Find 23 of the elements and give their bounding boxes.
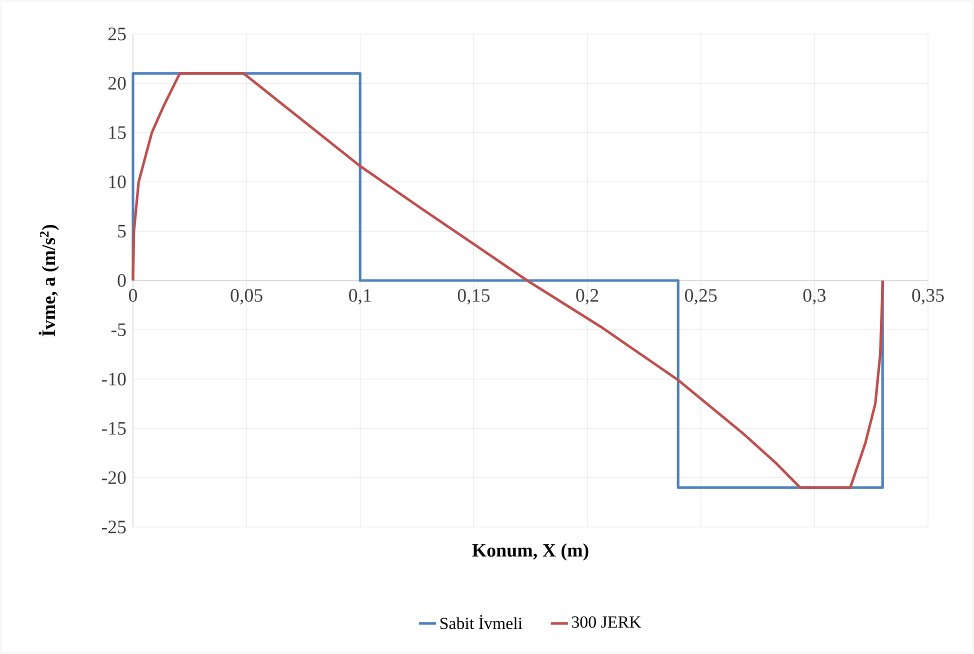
y-tick-label: 25 [108, 28, 126, 40]
x-tick-label: 0 [128, 289, 137, 302]
y-tick-label: -10 [102, 372, 126, 386]
x-tick-label: 0,3 [803, 289, 826, 304]
x-axis-title: Konum, X (m) [472, 543, 588, 561]
y-axis-title: İvme, a (m/s$^{2}$) [38, 224, 59, 336]
x-tick-label: 0,15 [458, 289, 490, 304]
legend-label: Sabit İvmeli [440, 614, 522, 630]
x-tick-label: 0,1 [349, 289, 371, 304]
y-tick-label: 10 [109, 176, 126, 188]
legend-label: 300 JERK [572, 616, 642, 628]
y-tick-label: -5 [111, 324, 126, 336]
y-tick-label: -25 [102, 520, 126, 534]
y-tick-label: 5 [118, 224, 126, 238]
y-tick-label: -15 [102, 422, 126, 435]
y-tick-label: 15 [109, 126, 126, 139]
y-tick-label: 20 [108, 76, 126, 90]
x-tick-label: 0,25 [685, 289, 717, 304]
x-tick-label: 0,05 [230, 289, 262, 304]
x-tick-label: 0,35 [912, 289, 944, 304]
y-tick-label: -20 [102, 471, 126, 484]
y-tick-label: 0 [118, 274, 126, 287]
x-tick-label: 0,2 [576, 289, 598, 304]
